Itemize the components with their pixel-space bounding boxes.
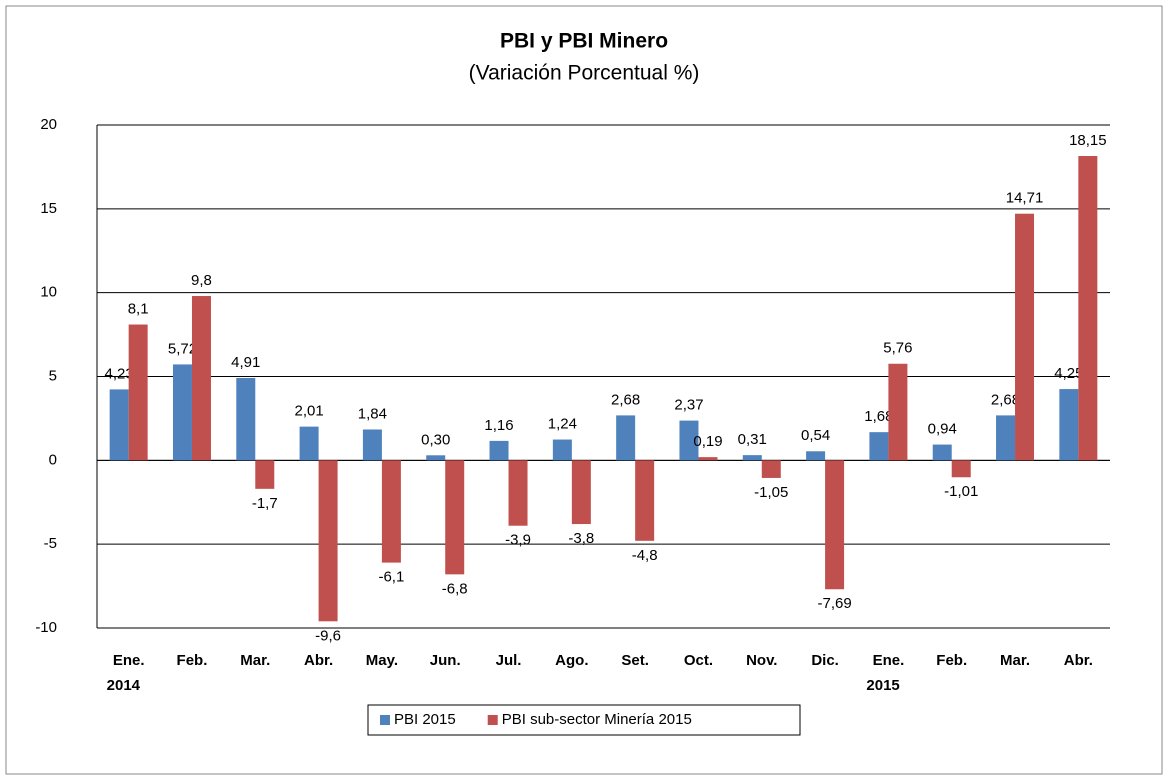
- bar: [489, 440, 509, 461]
- value-label: -1,7: [252, 495, 278, 512]
- y-tick-label: 0: [49, 451, 57, 468]
- legend-swatch: [487, 715, 498, 725]
- chart-subtitle: (Variación Porcentual %): [469, 62, 700, 85]
- value-label: 5,72: [168, 340, 197, 357]
- bar: [806, 451, 826, 461]
- value-label: 4,91: [231, 354, 260, 371]
- value-label: 2,01: [294, 403, 323, 420]
- bar: [552, 439, 572, 461]
- value-label: 1,84: [358, 405, 387, 422]
- legend-label: PBI sub-sector Minería 2015: [502, 711, 692, 728]
- value-label: 5,76: [883, 340, 912, 357]
- x-tick-label: Mar.: [1000, 652, 1030, 669]
- value-label: 9,8: [191, 272, 212, 289]
- x-tick-label: Nov.: [746, 652, 777, 669]
- value-label: 2,68: [991, 391, 1020, 408]
- value-label: -3,9: [505, 532, 531, 549]
- bar: [1015, 213, 1035, 461]
- bar: [869, 432, 889, 461]
- value-label: 0,30: [421, 431, 450, 448]
- value-label: 2,37: [674, 397, 703, 414]
- value-label: 8,1: [128, 300, 149, 317]
- bar: [1078, 156, 1098, 461]
- bar: [191, 296, 211, 461]
- bar: [445, 460, 465, 575]
- x-tick-label: Jul.: [496, 652, 522, 669]
- y-tick-label: 10: [40, 284, 57, 301]
- y-tick-label: 5: [49, 367, 57, 384]
- x-tick-label: Mar.: [240, 652, 270, 669]
- bar: [381, 460, 401, 563]
- bar: [888, 363, 908, 461]
- bar: [825, 460, 845, 590]
- bar: [679, 420, 699, 461]
- legend-swatch: [380, 715, 390, 725]
- x-tick-label: Ago.: [555, 652, 588, 669]
- value-label: -9,6: [315, 627, 341, 644]
- value-label: 0,94: [928, 421, 957, 438]
- y-tick-label: -10: [35, 619, 57, 636]
- value-label: 4,23: [105, 365, 134, 382]
- value-label: -3,8: [568, 530, 594, 547]
- bar: [255, 460, 275, 489]
- bar: [951, 460, 971, 478]
- value-label: 0,31: [738, 431, 767, 448]
- y-tick-label: 20: [40, 116, 57, 133]
- value-label: 0,19: [693, 433, 722, 450]
- x-tick-label: Ene. 2014: [107, 652, 145, 694]
- bar: [1059, 389, 1079, 461]
- bar: [761, 460, 781, 478]
- legend-label: PBI 2015: [394, 711, 456, 728]
- bar: [318, 460, 338, 622]
- x-tick-label: Abr.: [304, 652, 333, 669]
- bar: [616, 415, 636, 461]
- value-label: 1,68: [864, 408, 893, 425]
- value-label: -4,8: [632, 547, 658, 564]
- bar: [299, 426, 319, 461]
- value-label: 4,25: [1054, 365, 1083, 382]
- x-tick-label: Dic.: [811, 652, 839, 669]
- y-tick-label: -5: [44, 535, 57, 552]
- bar: [426, 455, 446, 461]
- legend-box: [367, 704, 801, 736]
- x-tick-label: Jun.: [430, 652, 461, 669]
- x-tick-label: Feb.: [936, 652, 967, 669]
- bar: [635, 460, 655, 541]
- bar: [698, 457, 718, 461]
- value-label: -1,01: [944, 483, 978, 500]
- bar: [109, 389, 129, 461]
- bar: [571, 460, 591, 525]
- bar: [932, 444, 952, 461]
- x-tick-label: Ene. 2015: [866, 652, 904, 694]
- bar: [236, 378, 256, 461]
- value-label: 18,15: [1069, 132, 1107, 149]
- bar: [508, 460, 528, 526]
- value-label: -1,05: [754, 484, 788, 501]
- value-label: 1,24: [548, 416, 577, 433]
- chart-title: PBI y PBI Minero: [500, 30, 668, 53]
- value-label: -6,8: [442, 580, 468, 597]
- value-label: 14,71: [1006, 190, 1044, 207]
- value-label: -7,69: [817, 595, 851, 612]
- value-label: 1,16: [484, 417, 513, 434]
- x-tick-label: Abr.: [1064, 652, 1093, 669]
- x-tick-label: May.: [366, 652, 398, 669]
- value-label: -6,1: [378, 569, 404, 586]
- bar: [996, 415, 1016, 461]
- value-label: 2,68: [611, 391, 640, 408]
- value-label: 0,54: [801, 427, 830, 444]
- bar: [172, 364, 192, 461]
- x-tick-label: Set.: [621, 652, 649, 669]
- bar: [742, 455, 762, 461]
- x-tick-label: Feb.: [177, 652, 208, 669]
- y-tick-label: 15: [40, 200, 57, 217]
- bar: [128, 324, 148, 461]
- x-tick-label: Oct.: [684, 652, 713, 669]
- bar: [362, 429, 382, 461]
